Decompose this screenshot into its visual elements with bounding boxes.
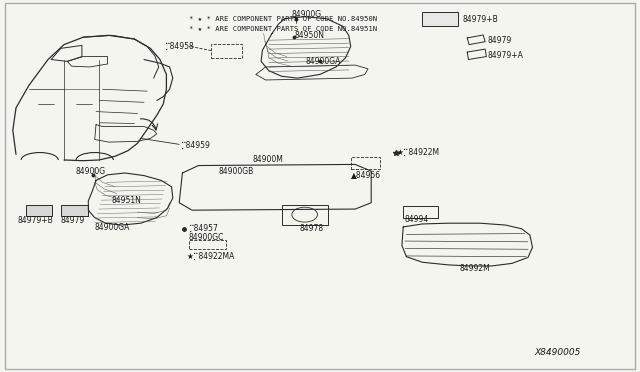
- Bar: [351, 157, 380, 169]
- Text: 84979: 84979: [488, 36, 512, 45]
- Text: ★⡉84922MA: ★⡉84922MA: [187, 251, 236, 260]
- Text: 84979+B: 84979+B: [18, 216, 54, 225]
- Text: 84994: 84994: [404, 215, 429, 224]
- Text: 84950N: 84950N: [294, 31, 324, 40]
- Bar: [211, 44, 242, 58]
- FancyBboxPatch shape: [26, 205, 52, 216]
- Text: ⡉84957: ⡉84957: [189, 224, 219, 233]
- Text: X8490005: X8490005: [534, 348, 580, 357]
- Text: 84951N: 84951N: [112, 196, 142, 205]
- Text: 84900GA: 84900GA: [95, 223, 130, 232]
- FancyBboxPatch shape: [422, 12, 458, 26]
- FancyBboxPatch shape: [61, 205, 88, 216]
- Text: 84900M: 84900M: [253, 155, 284, 164]
- Text: 84978: 84978: [300, 224, 324, 233]
- Text: 84900GB: 84900GB: [219, 167, 254, 176]
- Text: ▲84956: ▲84956: [351, 170, 381, 179]
- Bar: [189, 240, 226, 249]
- Text: * ★ * ARE COMPONENT PARTS OF CODE NO.84951N: * ★ * ARE COMPONENT PARTS OF CODE NO.849…: [189, 26, 377, 32]
- Text: ★⡉84922M: ★⡉84922M: [397, 148, 440, 157]
- Text: 84979: 84979: [61, 216, 85, 225]
- Text: ⡉84958: ⡉84958: [165, 42, 195, 51]
- Text: * ★ * ARE COMPONENT PARTS OF CODE NO.84950N: * ★ * ARE COMPONENT PARTS OF CODE NO.849…: [189, 16, 377, 22]
- Text: 84979+A: 84979+A: [488, 51, 524, 60]
- Text: 84900GA: 84900GA: [305, 57, 340, 65]
- Text: 84900G: 84900G: [76, 167, 106, 176]
- Text: 84900G: 84900G: [291, 10, 321, 19]
- Text: 84992M: 84992M: [460, 264, 490, 273]
- Text: 84979+B: 84979+B: [462, 15, 498, 24]
- Text: ⡉84959: ⡉84959: [181, 141, 211, 150]
- Text: 84900GC: 84900GC: [189, 233, 224, 242]
